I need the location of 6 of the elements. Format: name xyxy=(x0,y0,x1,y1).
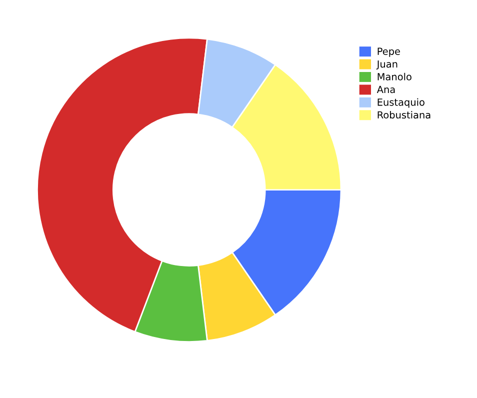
legend-label: Manolo xyxy=(378,72,412,80)
legend-label: Eustaquio xyxy=(378,98,424,108)
legend-label: Ana xyxy=(376,86,395,94)
legend-label: Robustiana xyxy=(378,111,430,119)
legend-label: Juan xyxy=(376,60,398,70)
legend-label: Pepe xyxy=(378,48,400,57)
